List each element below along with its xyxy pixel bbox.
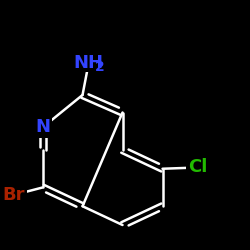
Text: Cl: Cl [188,158,207,176]
Text: Br: Br [2,186,25,204]
Text: N: N [35,118,50,136]
Text: 2: 2 [95,60,105,74]
Text: NH: NH [74,54,104,72]
